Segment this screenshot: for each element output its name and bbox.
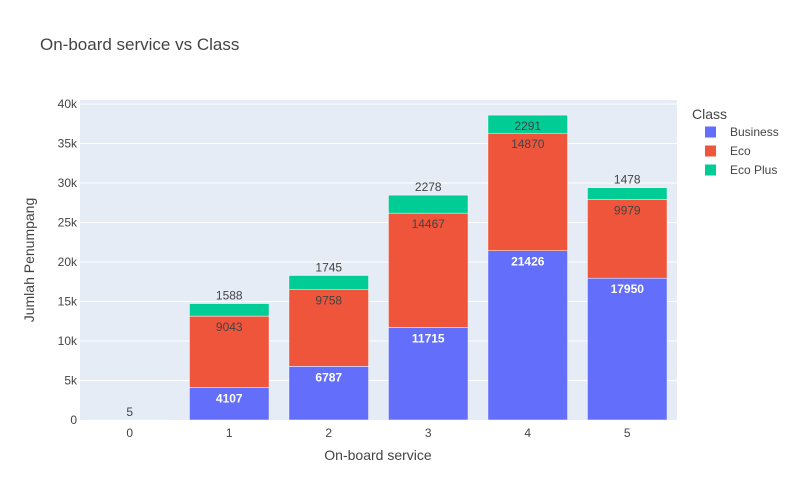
legend-item-label: Eco Plus: [730, 163, 777, 177]
bar-data-label: 17950: [611, 282, 645, 296]
bar-data-label: 1745: [315, 260, 342, 274]
bar-segment: [89, 419, 170, 421]
y-tick-label: 40k: [58, 97, 78, 111]
bar-segment: [288, 366, 369, 421]
bar-segment: [388, 212, 469, 328]
y-axis-title: Jumlah Penumpang: [21, 198, 37, 323]
bar-data-label: 5: [126, 405, 133, 419]
x-tick-label: 0: [126, 426, 133, 440]
y-tick-label: 0: [70, 413, 77, 427]
bar-data-label: 11715: [412, 331, 445, 345]
bar-labels: 4107 6787 11715 21426 17950 9043 9758 14467 1487…: [126, 119, 644, 419]
bar-segment: [288, 289, 369, 367]
bars: [89, 114, 668, 421]
bar-segment: [587, 277, 668, 421]
legend-title: Class: [692, 106, 727, 122]
x-tick-label: 1: [226, 426, 233, 440]
y-tick-label: 30k: [58, 176, 78, 190]
y-axis-ticks: 0 5k 10k 15k 20k 25k 30k 35k 40k: [58, 97, 78, 427]
bar-data-label: 14467: [412, 217, 446, 231]
x-axis-title: On-board service: [324, 447, 432, 463]
bar-data-label: 1478: [614, 173, 641, 187]
bar-data-label: 2278: [415, 180, 442, 194]
bar-segment: [189, 315, 270, 388]
bar-segment: [189, 387, 270, 421]
bar-segment: [587, 187, 668, 200]
chart-title: On-board service vs Class: [40, 35, 239, 54]
plot-background: [80, 100, 677, 420]
bar-data-label: 21426: [511, 255, 545, 269]
legend-item-label: Business: [730, 125, 779, 139]
y-tick-label: 15k: [58, 294, 78, 308]
bar-segment: [487, 250, 568, 421]
x-tick-label: 2: [325, 426, 332, 440]
y-tick-label: 25k: [58, 215, 78, 229]
bar-segment: [487, 114, 568, 134]
bar-data-label: 9758: [315, 293, 342, 307]
bar-data-label: 2291: [514, 119, 541, 133]
bar-segment: [587, 199, 668, 279]
bar-data-label: 14870: [511, 137, 545, 151]
bar-segment: [388, 194, 469, 214]
x-tick-label: 4: [524, 426, 531, 440]
bar-segment: [288, 275, 369, 290]
y-tick-label: 20k: [58, 255, 78, 269]
bar-data-label: 9979: [614, 203, 641, 217]
bar-data-label: 4107: [216, 392, 243, 406]
x-tick-label: 3: [425, 426, 432, 440]
legend-swatch: [705, 164, 716, 176]
legend-item-label: Eco: [730, 144, 751, 158]
y-tick-label: 35k: [58, 136, 78, 150]
bar-segment: [189, 303, 270, 317]
legend-swatch: [705, 126, 716, 138]
bar-data-label: 1588: [216, 289, 243, 303]
x-axis-ticks: 0 1 2 3 4 5: [126, 426, 631, 440]
legend: Class Business Eco Eco Plus: [692, 106, 779, 177]
bar-segment: [388, 327, 469, 421]
bar-data-label: 6787: [315, 370, 342, 384]
bar-segment: [487, 132, 568, 251]
legend-swatch: [705, 145, 716, 157]
y-tick-label: 10k: [58, 334, 78, 348]
bar-data-label: 9043: [216, 320, 243, 334]
y-tick-label: 5k: [64, 373, 78, 387]
gridlines: [80, 103, 677, 381]
x-tick-label: 5: [624, 426, 631, 440]
